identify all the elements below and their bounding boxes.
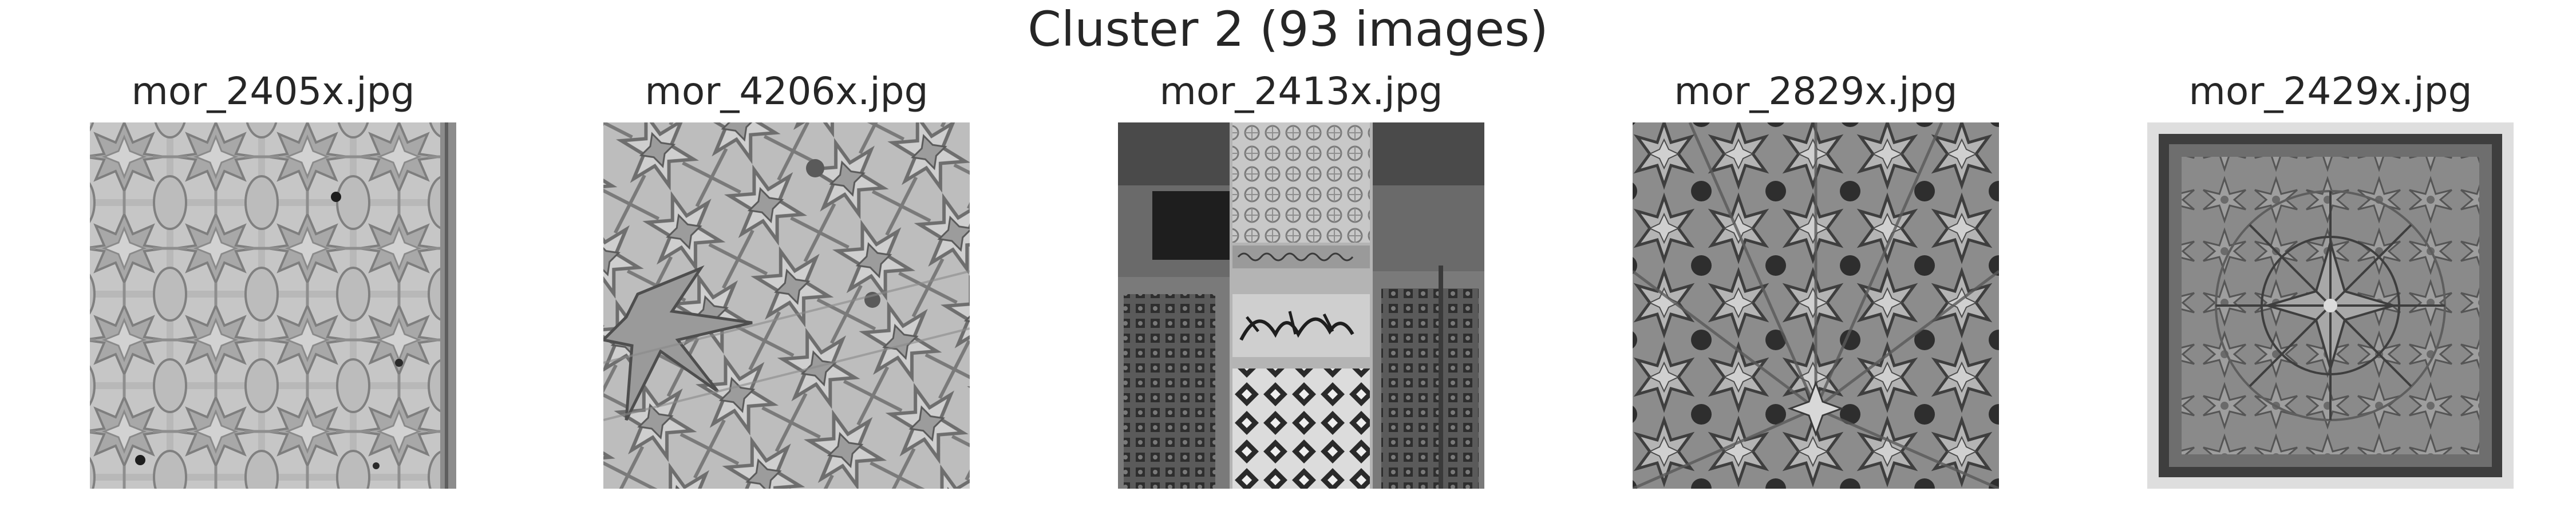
image-filename: mor_2413x.jpg bbox=[1159, 69, 1443, 113]
image-panel-3: mor_2413x.jpg bbox=[1118, 69, 1484, 492]
wooden-star-ceiling-image bbox=[603, 122, 970, 489]
image-panel-2: mor_4206x.jpg bbox=[603, 69, 970, 492]
radiating-star-ceiling-image bbox=[1633, 122, 1999, 489]
image-filename: mor_2405x.jpg bbox=[131, 69, 415, 113]
image-panel-1: mor_2405x.jpg bbox=[90, 69, 456, 492]
image-thumbnail bbox=[603, 122, 970, 489]
courtyard-pillar-image bbox=[1118, 122, 1484, 489]
framed-ceiling-panel-image bbox=[2147, 122, 2514, 489]
image-filename: mor_2429x.jpg bbox=[2188, 69, 2472, 113]
image-thumbnail bbox=[1118, 122, 1484, 489]
image-panel-5: mor_2429x.jpg bbox=[2147, 69, 2514, 492]
stucco-star-pattern-image bbox=[90, 122, 456, 489]
image-filename: mor_4206x.jpg bbox=[645, 69, 929, 113]
figure-title: Cluster 2 (93 images) bbox=[1028, 1, 1548, 57]
image-thumbnail bbox=[2147, 122, 2514, 489]
image-thumbnail bbox=[90, 122, 456, 489]
image-panel-4: mor_2829x.jpg bbox=[1633, 69, 1999, 492]
image-filename: mor_2829x.jpg bbox=[1674, 69, 1958, 113]
image-thumbnail bbox=[1633, 122, 1999, 489]
